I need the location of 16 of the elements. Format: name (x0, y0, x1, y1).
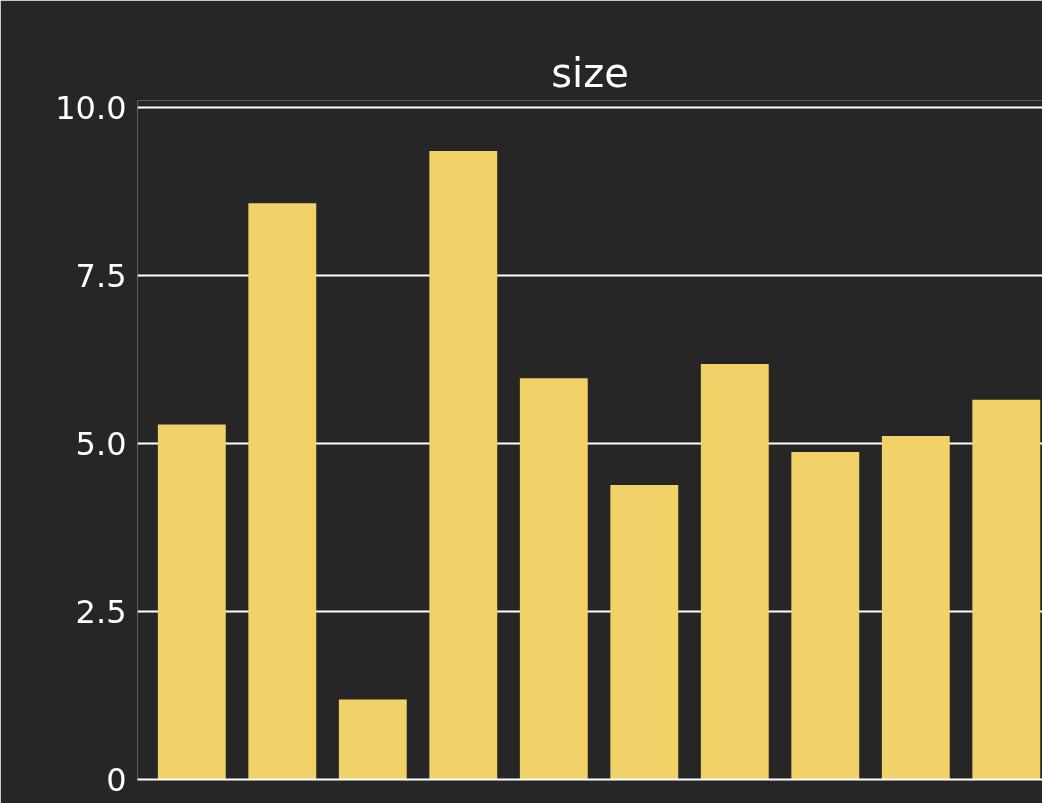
bar (157, 424, 226, 780)
bar (972, 399, 1041, 780)
bar (610, 485, 679, 780)
bar (700, 364, 769, 780)
bar (519, 378, 588, 780)
bar (881, 435, 950, 780)
bar (248, 203, 317, 780)
bar (338, 699, 407, 780)
bar (791, 452, 860, 780)
y-tick-label: 5.0 (75, 424, 127, 463)
y-tick-label: 7.5 (75, 256, 127, 295)
y-tick-label: 0 (106, 761, 127, 799)
chart-title: size (551, 49, 629, 96)
y-tick-label: 10.0 (55, 88, 127, 127)
bar (429, 150, 498, 780)
y-tick-label: 2.5 (75, 592, 127, 631)
